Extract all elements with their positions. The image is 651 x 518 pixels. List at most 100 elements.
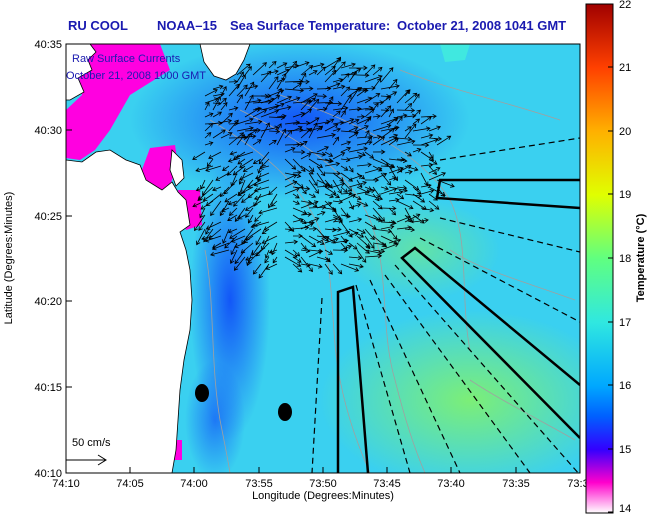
current-vector xyxy=(284,129,293,139)
current-vector xyxy=(308,226,318,232)
current-vector xyxy=(210,200,222,217)
current-vector xyxy=(340,157,351,163)
current-vector xyxy=(308,179,319,194)
current-vector xyxy=(356,228,366,234)
current-vector xyxy=(372,149,386,155)
current-vector xyxy=(412,142,430,148)
current-vector xyxy=(236,71,244,83)
current-vector xyxy=(348,87,360,104)
mooring-marker xyxy=(278,403,292,421)
current-vector xyxy=(308,235,325,245)
current-vector xyxy=(348,193,362,201)
current-vector xyxy=(247,179,262,189)
current-vector xyxy=(404,227,416,233)
current-vector xyxy=(260,70,272,83)
land-long-island xyxy=(66,44,97,101)
current-vector xyxy=(332,226,342,232)
current-vector xyxy=(284,249,298,258)
current-vector xyxy=(244,94,254,111)
overlay-caption: Raw Surface Currents xyxy=(72,53,181,65)
warm-water-patch xyxy=(320,310,580,473)
current-vector xyxy=(284,256,302,267)
current-vector xyxy=(292,249,301,257)
current-vector xyxy=(332,182,346,188)
current-vector xyxy=(300,93,318,104)
overlay-caption: October 21, 2008 1000 GMT xyxy=(66,70,206,82)
current-vector xyxy=(212,129,226,139)
land-sandy-hook xyxy=(169,149,185,187)
current-vector xyxy=(276,77,286,83)
current-vector xyxy=(372,172,388,181)
current-vector xyxy=(229,249,238,265)
current-vector xyxy=(308,217,320,223)
current-vector xyxy=(396,215,412,223)
current-vector xyxy=(396,139,416,146)
current-vector xyxy=(300,141,308,146)
current-vector xyxy=(236,94,243,104)
current-vector xyxy=(380,205,397,211)
current-vector xyxy=(340,244,352,251)
land-new-jersey xyxy=(66,149,193,473)
current-vector xyxy=(292,158,306,172)
current-vector xyxy=(276,113,287,119)
current-vector xyxy=(300,186,307,195)
current-vector xyxy=(396,193,405,200)
current-vector xyxy=(237,158,246,165)
colorbar-tick-label: 18 xyxy=(619,253,631,265)
current-vector xyxy=(300,165,314,175)
current-vector xyxy=(388,78,398,90)
current-vector xyxy=(284,60,298,76)
current-vector xyxy=(263,221,278,231)
current-vector xyxy=(332,199,344,205)
x-axis-label: Longitude (Degrees:Minutes) xyxy=(252,490,394,502)
current-vector xyxy=(340,140,352,146)
current-vector xyxy=(364,108,375,118)
warm-water-patch xyxy=(440,44,470,62)
current-vector xyxy=(372,193,380,202)
current-vector xyxy=(204,112,214,118)
current-vector xyxy=(324,118,335,125)
current-vector xyxy=(412,126,431,132)
current-vector xyxy=(324,170,341,176)
current-vector xyxy=(220,86,227,97)
current-vector xyxy=(253,193,270,201)
current-vector xyxy=(292,61,310,69)
current-vector xyxy=(270,200,278,207)
current-vector xyxy=(332,172,344,182)
current-vector xyxy=(372,134,382,140)
current-vector xyxy=(316,86,332,92)
title-satellite: NOAA–15 xyxy=(157,18,217,33)
current-vector xyxy=(316,66,326,76)
current-vector xyxy=(268,95,281,104)
current-vector xyxy=(265,263,278,270)
current-vector xyxy=(356,125,369,132)
current-vector xyxy=(404,123,417,139)
current-vector xyxy=(308,172,318,187)
current-vector xyxy=(372,136,386,146)
current-vector xyxy=(292,256,302,263)
current-vector xyxy=(332,238,349,244)
current-vector xyxy=(284,96,301,104)
current-vector xyxy=(324,161,341,167)
current-vector xyxy=(396,113,408,119)
colorbar-tick-label: 16 xyxy=(619,380,631,392)
current-vector xyxy=(324,151,334,157)
current-vector xyxy=(356,249,367,263)
title-product: Sea Surface Temperature: xyxy=(230,18,391,33)
current-vector xyxy=(308,158,324,168)
current-vector xyxy=(412,218,429,223)
survey-track xyxy=(400,246,580,439)
current-vector xyxy=(292,193,300,199)
current-vector xyxy=(261,235,278,244)
current-vector xyxy=(324,227,337,233)
current-vector xyxy=(372,66,383,76)
current-vector xyxy=(252,109,268,118)
current-vector xyxy=(228,106,239,111)
current-vector xyxy=(234,207,246,223)
current-vector xyxy=(324,69,337,83)
current-vector xyxy=(316,165,326,177)
current-vector xyxy=(272,256,278,264)
current-vector xyxy=(308,250,323,258)
current-vector xyxy=(364,235,375,249)
current-vector xyxy=(316,125,324,132)
